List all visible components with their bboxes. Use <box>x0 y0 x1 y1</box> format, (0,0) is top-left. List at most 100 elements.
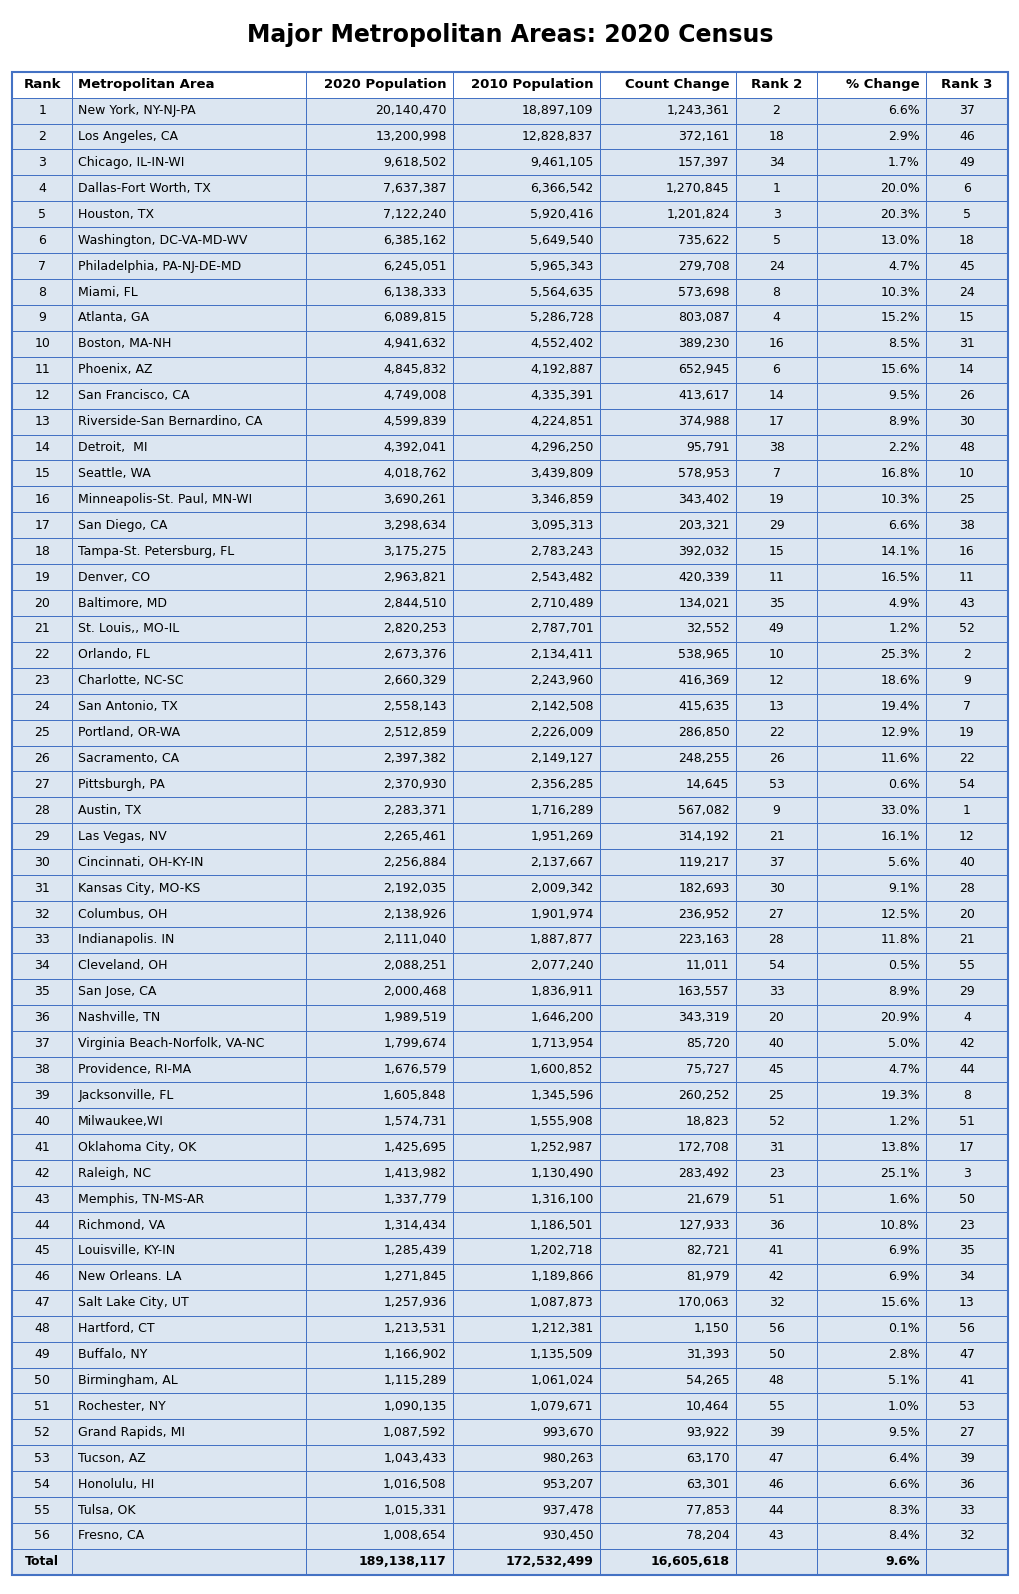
Text: 48: 48 <box>958 442 974 454</box>
Bar <box>72 1264 306 1290</box>
Bar <box>452 719 599 746</box>
Text: 43: 43 <box>958 596 974 609</box>
Text: Count Change: Count Change <box>625 78 729 91</box>
Bar <box>816 797 925 824</box>
Bar <box>816 1057 925 1082</box>
Text: 2,783,243: 2,783,243 <box>530 545 593 558</box>
Text: 29: 29 <box>35 830 50 843</box>
Text: 17: 17 <box>768 414 784 429</box>
Text: 45: 45 <box>35 1245 50 1258</box>
Bar <box>599 1211 735 1239</box>
Bar <box>306 771 452 797</box>
Text: Total: Total <box>25 1556 59 1568</box>
Bar <box>72 1419 306 1446</box>
Bar <box>12 901 72 928</box>
Text: Detroit,  MI: Detroit, MI <box>78 442 148 454</box>
Text: 93,922: 93,922 <box>686 1425 729 1439</box>
Bar <box>12 461 1007 486</box>
Bar <box>816 693 925 719</box>
Bar <box>12 150 1007 175</box>
Text: Dallas-Fort Worth, TX: Dallas-Fort Worth, TX <box>78 182 211 194</box>
Text: 2,226,009: 2,226,009 <box>530 727 593 740</box>
Bar <box>925 175 1007 201</box>
Bar <box>452 771 599 797</box>
Bar <box>12 1471 72 1497</box>
Bar <box>12 1239 1007 1264</box>
Bar <box>925 979 1007 1004</box>
Bar <box>735 1446 816 1471</box>
Text: 14: 14 <box>35 442 50 454</box>
Bar <box>12 1186 72 1211</box>
Text: 4.9%: 4.9% <box>888 596 919 609</box>
Bar <box>452 461 599 486</box>
Text: 8: 8 <box>962 1089 970 1101</box>
Bar <box>816 746 925 771</box>
Text: 4,296,250: 4,296,250 <box>530 442 593 454</box>
Text: 4: 4 <box>38 182 46 194</box>
Text: 4,224,851: 4,224,851 <box>530 414 593 429</box>
Bar <box>735 175 816 201</box>
Bar <box>306 875 452 901</box>
Bar <box>12 875 72 901</box>
Bar <box>12 97 1007 124</box>
Bar <box>599 1497 735 1522</box>
Bar <box>72 201 306 228</box>
Text: Chicago, IL-IN-WI: Chicago, IL-IN-WI <box>78 156 184 169</box>
Bar <box>452 97 599 124</box>
Text: Baltimore, MD: Baltimore, MD <box>78 596 167 609</box>
Bar <box>452 1264 599 1290</box>
Bar <box>306 1290 452 1315</box>
Text: 5,965,343: 5,965,343 <box>530 260 593 273</box>
Text: 170,063: 170,063 <box>678 1296 729 1309</box>
Bar <box>735 97 816 124</box>
Text: 18: 18 <box>768 131 784 143</box>
Bar <box>12 279 72 304</box>
Text: Cleveland, OH: Cleveland, OH <box>78 960 167 972</box>
Bar <box>306 1108 452 1135</box>
Text: 13.0%: 13.0% <box>879 234 919 247</box>
Bar <box>735 1342 816 1368</box>
Text: 54: 54 <box>958 778 974 791</box>
Bar <box>12 642 1007 668</box>
Text: Louisville, KY-IN: Louisville, KY-IN <box>78 1245 175 1258</box>
Text: 47: 47 <box>768 1452 784 1465</box>
Text: 53: 53 <box>35 1452 50 1465</box>
Bar <box>925 408 1007 435</box>
Text: 33: 33 <box>35 934 50 947</box>
Bar <box>925 1211 1007 1239</box>
Bar <box>735 693 816 719</box>
Bar <box>12 1419 72 1446</box>
Bar <box>72 850 306 875</box>
Bar <box>735 1031 816 1057</box>
Bar <box>452 1290 599 1315</box>
Bar <box>599 357 735 383</box>
Text: 9,618,502: 9,618,502 <box>383 156 446 169</box>
Text: 6: 6 <box>962 182 970 194</box>
Bar <box>735 1471 816 1497</box>
Bar <box>306 72 452 97</box>
Text: 2,088,251: 2,088,251 <box>383 960 446 972</box>
Bar <box>925 512 1007 539</box>
Bar <box>306 564 452 590</box>
Bar <box>12 1004 1007 1031</box>
Bar <box>735 928 816 953</box>
Bar <box>925 150 1007 175</box>
Bar <box>452 1082 599 1108</box>
Text: 286,850: 286,850 <box>678 727 729 740</box>
Text: 28: 28 <box>958 881 974 894</box>
Bar <box>599 279 735 304</box>
Text: 14: 14 <box>768 389 784 402</box>
Text: 1,008,654: 1,008,654 <box>383 1530 446 1543</box>
Bar <box>72 461 306 486</box>
Bar <box>735 253 816 279</box>
Bar <box>452 797 599 824</box>
Bar <box>72 1393 306 1419</box>
Bar <box>735 357 816 383</box>
Text: 41: 41 <box>35 1141 50 1154</box>
Text: 2,243,960: 2,243,960 <box>530 674 593 687</box>
Text: 1,887,877: 1,887,877 <box>529 934 593 947</box>
Bar <box>72 408 306 435</box>
Text: 2,558,143: 2,558,143 <box>383 700 446 713</box>
Text: 44: 44 <box>35 1218 50 1232</box>
Text: 0.1%: 0.1% <box>888 1321 919 1336</box>
